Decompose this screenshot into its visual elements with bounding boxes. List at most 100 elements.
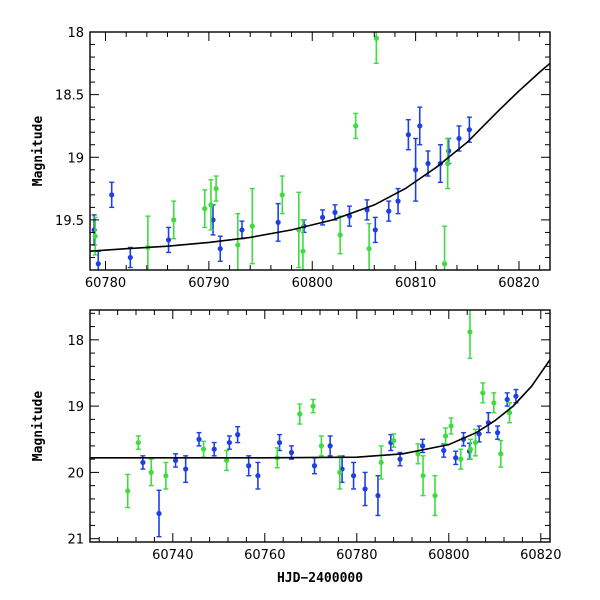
green-data-point xyxy=(125,473,131,509)
data-marker xyxy=(405,132,411,138)
data-marker xyxy=(476,431,482,437)
blue-data-point xyxy=(183,455,189,484)
y-tick-label: 18 xyxy=(67,26,84,41)
green-data-point xyxy=(296,191,302,269)
blue-data-point xyxy=(226,435,232,450)
green-data-point xyxy=(467,438,474,460)
data-marker xyxy=(217,246,223,252)
data-marker xyxy=(337,232,343,238)
blue-data-point xyxy=(311,457,318,475)
green-data-point xyxy=(480,382,486,404)
data-marker xyxy=(127,254,133,261)
data-marker xyxy=(386,208,392,214)
blue-data-point xyxy=(425,150,431,177)
data-marker xyxy=(413,167,419,173)
green-data-point xyxy=(467,310,473,360)
data-marker xyxy=(109,192,115,198)
data-marker xyxy=(480,390,486,396)
data-marker xyxy=(417,123,423,129)
data-marker xyxy=(226,439,232,446)
blue-data-point xyxy=(375,475,381,517)
data-marker xyxy=(95,261,101,267)
model-fit-curve xyxy=(90,62,550,252)
data-marker xyxy=(196,436,202,442)
y-tick-label: 18.5 xyxy=(55,89,84,104)
green-data-point xyxy=(300,219,306,270)
top-y-ticks: 18 18.5 19 19.5 xyxy=(55,26,550,271)
green-data-point xyxy=(366,222,372,270)
y-tick-label: 19.5 xyxy=(55,214,84,229)
green-data-point xyxy=(163,461,169,490)
data-marker xyxy=(391,437,397,444)
top-light-curve-panel: 60780 60790 60800 60810 60820 18 18.5 19 19.5 M… xyxy=(31,26,551,291)
data-marker xyxy=(467,446,474,452)
x-tick-label: 60820 xyxy=(520,548,561,563)
data-marker xyxy=(491,400,497,406)
data-marker xyxy=(311,463,318,469)
green-data-point xyxy=(432,475,438,517)
data-marker xyxy=(208,202,214,208)
data-marker xyxy=(378,459,384,466)
blue-data-point xyxy=(217,235,223,262)
y-tick-label: 19 xyxy=(67,151,84,166)
green-data-point xyxy=(498,439,504,468)
x-tick-label: 60740 xyxy=(152,548,193,563)
y-tick-label: 21 xyxy=(67,533,84,548)
data-marker xyxy=(372,227,378,233)
blue-data-point xyxy=(127,246,133,269)
green-data-point xyxy=(92,216,98,256)
green-data-point xyxy=(420,455,426,497)
data-marker xyxy=(235,432,241,438)
green-data-point xyxy=(213,175,219,202)
data-marker xyxy=(466,127,472,133)
data-marker xyxy=(211,446,217,452)
x-tick-label: 60780 xyxy=(336,548,377,563)
data-marker xyxy=(441,261,448,267)
bottom-x-axis-title: HJD−2400000 xyxy=(277,571,363,586)
blue-data-point xyxy=(165,226,172,254)
green-data-point xyxy=(337,455,343,490)
y-tick-label: 19 xyxy=(67,400,84,415)
data-marker xyxy=(442,433,449,439)
data-marker xyxy=(156,510,162,517)
data-marker xyxy=(425,160,431,167)
data-marker xyxy=(327,443,333,449)
data-marker xyxy=(183,466,189,472)
blue-data-point xyxy=(109,181,115,209)
data-marker xyxy=(494,430,501,436)
green-data-point xyxy=(391,433,397,448)
blue-data-point xyxy=(156,489,162,538)
green-data-point xyxy=(458,448,464,470)
blue-data-point xyxy=(362,471,368,507)
y-tick-label: 20 xyxy=(67,466,84,481)
green-data-point xyxy=(201,440,207,458)
green-data-point xyxy=(448,417,454,435)
data-marker xyxy=(276,439,283,446)
blue-data-point xyxy=(246,455,252,477)
data-marker xyxy=(337,469,343,475)
blue-data-point xyxy=(346,205,353,227)
green-data-point xyxy=(202,189,208,229)
data-marker xyxy=(171,217,177,223)
blue-data-point xyxy=(255,461,261,490)
data-marker xyxy=(135,439,141,446)
top-plot-area xyxy=(90,32,550,270)
data-marker xyxy=(201,446,207,452)
data-marker xyxy=(140,459,146,466)
green-data-point xyxy=(373,32,379,65)
blue-data-point xyxy=(235,425,241,444)
data-marker xyxy=(375,493,381,499)
data-marker xyxy=(172,457,179,464)
data-marker xyxy=(318,443,324,449)
blue-data-point xyxy=(364,199,370,221)
bottom-y-ticks: 18 19 20 21 xyxy=(67,312,550,548)
data-marker xyxy=(445,160,451,167)
green-data-point xyxy=(441,225,448,270)
data-marker xyxy=(362,486,368,492)
top-y-axis-title: Magnitude xyxy=(31,116,46,187)
data-marker xyxy=(498,451,504,457)
green-data-point xyxy=(171,200,177,240)
x-tick-label: 60800 xyxy=(428,548,469,563)
data-marker xyxy=(224,457,230,464)
